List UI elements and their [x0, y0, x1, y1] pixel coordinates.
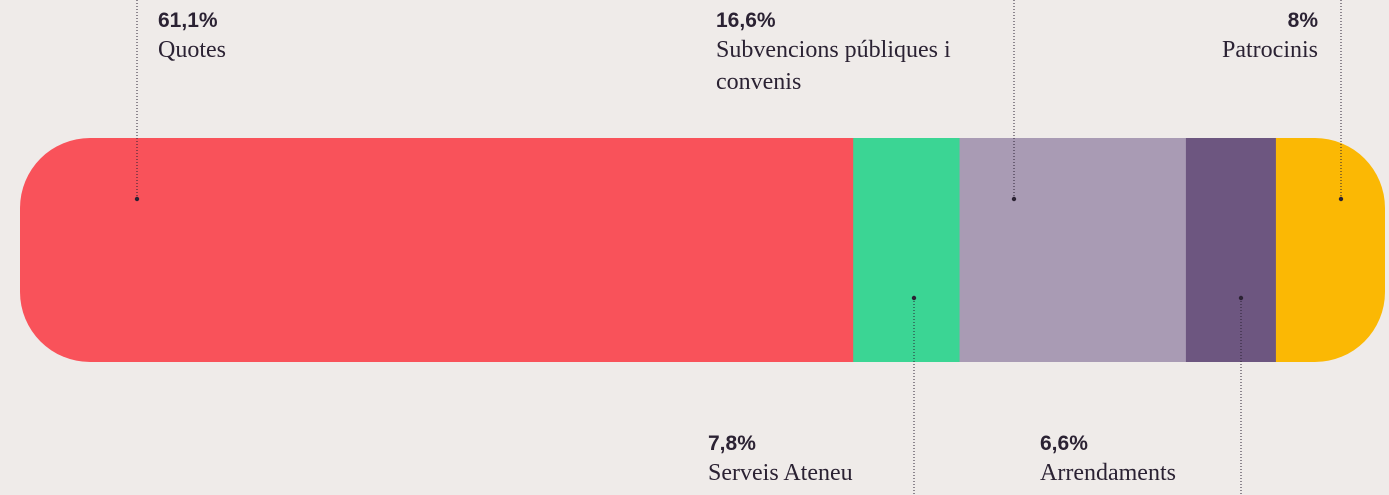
- series-name: Quotes: [158, 37, 226, 63]
- bar-segment: [853, 138, 961, 362]
- series-name: Arrendaments: [1040, 460, 1176, 486]
- value-label: 8%: [1287, 9, 1318, 32]
- bar-segment: [1185, 138, 1277, 362]
- leader-dot: [1238, 295, 1244, 301]
- segment-label: 7,8% Serveis Ateneu: [708, 431, 853, 489]
- leader-dot: [1338, 196, 1344, 202]
- segment-label: 16,6% Subvencions públiques i convenis: [716, 8, 1006, 98]
- series-name: Patrocinis: [1222, 37, 1318, 63]
- bar-segment: [959, 138, 1187, 362]
- segment-label: 61,1% Quotes: [158, 8, 226, 66]
- leader-dot: [911, 295, 917, 301]
- series-name: Serveis Ateneu: [708, 460, 853, 486]
- series-name: Subvencions públiques i convenis: [716, 37, 951, 95]
- bar-group: [20, 138, 1385, 362]
- bar-segment: [1275, 138, 1385, 362]
- bar-segment: [20, 138, 854, 362]
- value-label: 6,6%: [1040, 432, 1088, 455]
- value-label: 61,1%: [158, 9, 218, 32]
- segment-label: 6,6% Arrendaments: [1040, 431, 1176, 489]
- segment-label: 8% Patrocinis: [1222, 8, 1318, 66]
- value-label: 16,6%: [716, 9, 776, 32]
- leader-group: [134, 0, 1344, 495]
- value-label: 7,8%: [708, 432, 756, 455]
- leader-dot: [1011, 196, 1017, 202]
- leader-dot: [134, 196, 140, 202]
